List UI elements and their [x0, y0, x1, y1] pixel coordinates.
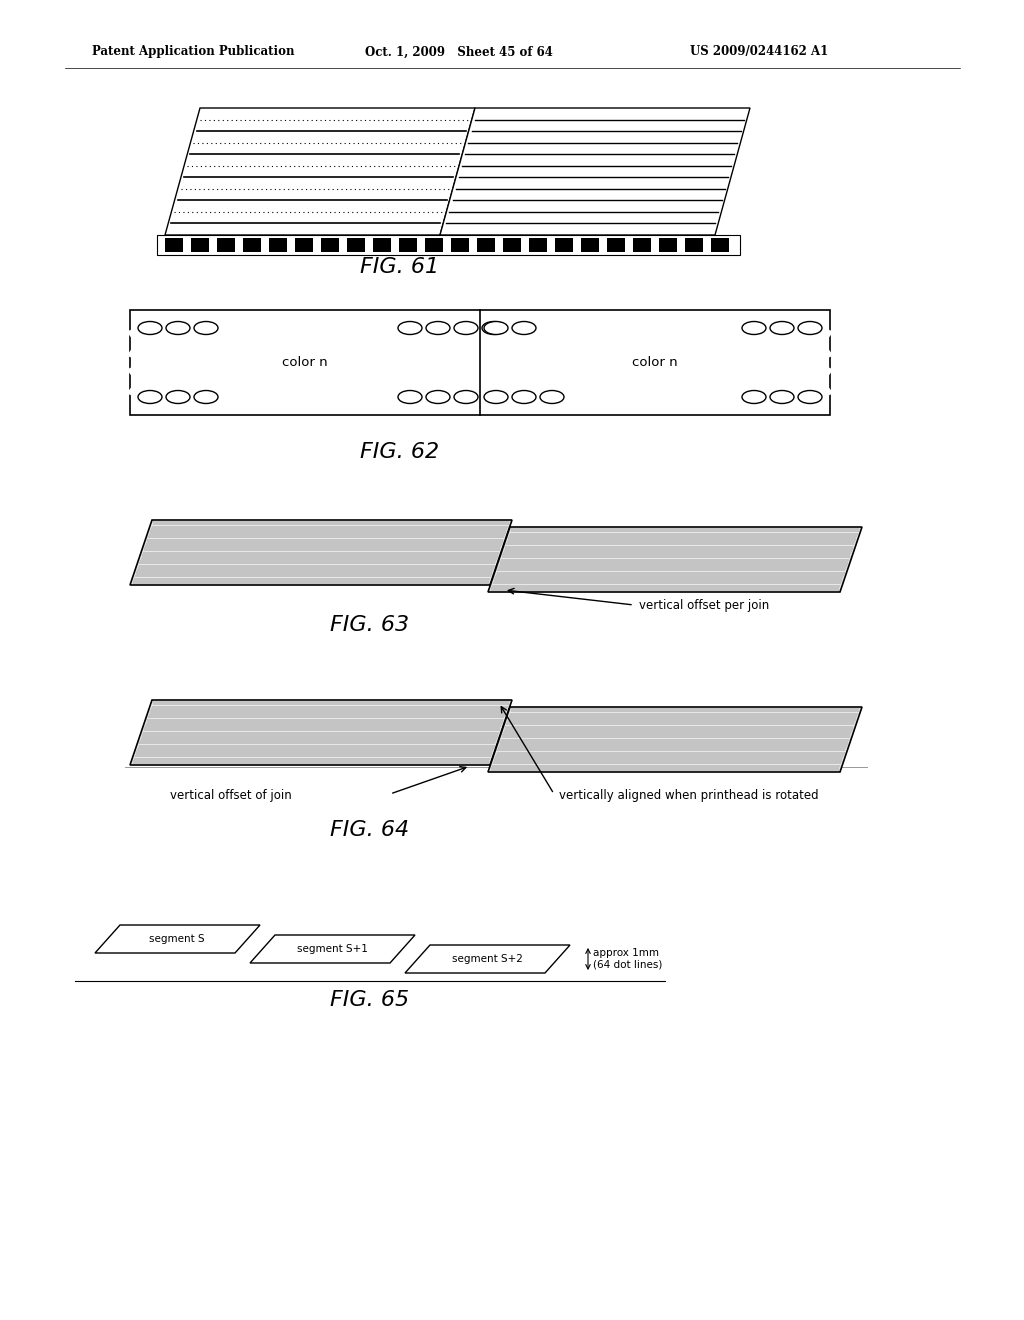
Polygon shape	[95, 925, 260, 953]
Polygon shape	[488, 527, 862, 591]
Bar	[529, 238, 547, 252]
Ellipse shape	[512, 391, 536, 404]
Bar	[607, 238, 625, 252]
Ellipse shape	[798, 391, 822, 404]
Polygon shape	[250, 935, 415, 964]
Ellipse shape	[798, 322, 822, 334]
Ellipse shape	[742, 322, 766, 334]
Bar	[243, 238, 261, 252]
Bar	[373, 238, 391, 252]
Polygon shape	[157, 235, 740, 255]
Text: FIG. 64: FIG. 64	[331, 820, 410, 840]
Text: vertical offset per join: vertical offset per join	[639, 598, 769, 611]
Bar	[451, 238, 469, 252]
Ellipse shape	[484, 391, 508, 404]
Bar	[347, 238, 365, 252]
Ellipse shape	[426, 391, 450, 404]
Bar	[269, 238, 287, 252]
Text: color n: color n	[283, 355, 328, 368]
Text: approx 1mm
(64 dot lines): approx 1mm (64 dot lines)	[593, 948, 663, 970]
Text: segment S: segment S	[150, 935, 205, 944]
Polygon shape	[406, 945, 570, 973]
Ellipse shape	[742, 391, 766, 404]
Ellipse shape	[166, 322, 190, 334]
Bar	[659, 238, 677, 252]
Ellipse shape	[484, 322, 508, 334]
Bar	[633, 238, 651, 252]
Bar	[399, 238, 417, 252]
Ellipse shape	[138, 391, 162, 404]
Bar	[477, 238, 495, 252]
Bar	[425, 238, 443, 252]
Bar	[295, 238, 313, 252]
Bar	[217, 238, 234, 252]
Bar	[130, 310, 830, 414]
Polygon shape	[130, 700, 512, 766]
Ellipse shape	[398, 391, 422, 404]
Bar	[685, 238, 703, 252]
Text: Patent Application Publication: Patent Application Publication	[92, 45, 295, 58]
Ellipse shape	[454, 391, 478, 404]
Ellipse shape	[194, 322, 218, 334]
Polygon shape	[440, 108, 750, 235]
Ellipse shape	[138, 322, 162, 334]
Bar	[503, 238, 521, 252]
Bar	[165, 238, 183, 252]
Polygon shape	[165, 108, 475, 235]
Ellipse shape	[454, 322, 478, 334]
Ellipse shape	[194, 391, 218, 404]
Bar	[581, 238, 599, 252]
Ellipse shape	[166, 391, 190, 404]
Bar	[555, 238, 573, 252]
Text: FIG. 63: FIG. 63	[331, 615, 410, 635]
Bar	[711, 238, 729, 252]
Text: FIG. 65: FIG. 65	[331, 990, 410, 1010]
Ellipse shape	[770, 391, 794, 404]
Polygon shape	[130, 520, 512, 585]
Ellipse shape	[482, 322, 506, 334]
Ellipse shape	[398, 322, 422, 334]
Text: Oct. 1, 2009   Sheet 45 of 64: Oct. 1, 2009 Sheet 45 of 64	[365, 45, 553, 58]
Text: segment S+2: segment S+2	[452, 954, 522, 964]
Ellipse shape	[540, 391, 564, 404]
Polygon shape	[488, 708, 862, 772]
Text: FIG. 61: FIG. 61	[360, 257, 439, 277]
Ellipse shape	[426, 322, 450, 334]
Text: segment S+1: segment S+1	[297, 944, 368, 954]
Ellipse shape	[770, 322, 794, 334]
Text: color n: color n	[632, 355, 678, 368]
Bar	[191, 238, 209, 252]
Bar	[321, 238, 339, 252]
Text: FIG. 62: FIG. 62	[360, 442, 439, 462]
Text: vertically aligned when printhead is rotated: vertically aligned when printhead is rot…	[559, 789, 818, 803]
Text: vertical offset of join: vertical offset of join	[170, 789, 292, 803]
Ellipse shape	[512, 322, 536, 334]
Text: US 2009/0244162 A1: US 2009/0244162 A1	[690, 45, 828, 58]
